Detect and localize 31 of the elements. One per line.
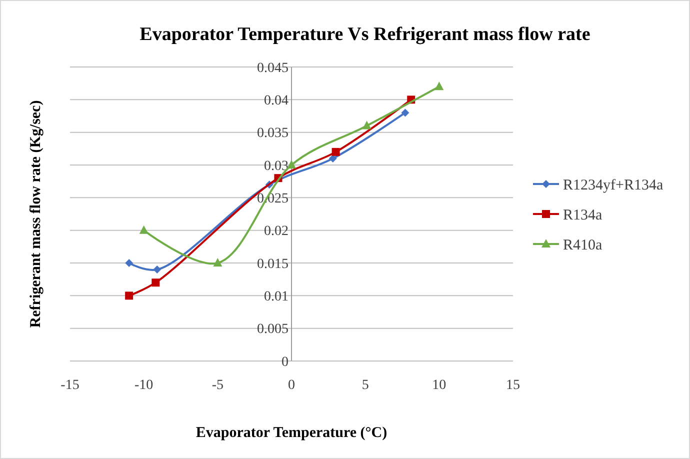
x-axis-title: Evaporator Temperature (°C)	[196, 425, 388, 441]
y-tick-label: 0	[282, 354, 288, 370]
y-tick-label: 0.045	[257, 60, 288, 76]
legend-label: R134a	[563, 207, 603, 224]
x-tick-label: 15	[506, 378, 520, 393]
x-tick-label: 10	[432, 378, 446, 393]
point	[152, 278, 160, 287]
x-tick-label: -15	[60, 378, 80, 393]
y-tick-label: 0.02	[264, 224, 288, 240]
x-tick-label: -5	[212, 378, 224, 393]
y-tick-label: 0.035	[257, 126, 288, 142]
y-axis-title: Refrigerant mass flow rate (Kg/sec)	[28, 100, 44, 328]
point	[153, 266, 162, 274]
y-tick-label: 0.03	[264, 158, 288, 174]
chart-title: Evaporator Temperature Vs Refrigerant mass flow rate	[140, 24, 590, 45]
point	[332, 148, 340, 156]
y-tick-label: 0.015	[257, 256, 288, 272]
point	[434, 82, 444, 90]
x-tick-label: 5	[362, 378, 369, 393]
point	[139, 225, 148, 234]
point	[125, 259, 134, 267]
y-tick-label: 0.04	[264, 94, 288, 109]
point	[213, 258, 222, 266]
x-tick-label: -10	[134, 378, 154, 393]
legend-label: R410a	[563, 237, 603, 254]
legend-label: R1234yf+R134a	[563, 177, 664, 194]
y-tick-label: 0.01	[264, 290, 288, 305]
point	[401, 108, 410, 117]
y-tick-label: 0.005	[257, 322, 288, 338]
point	[362, 120, 372, 130]
point	[125, 292, 134, 300]
